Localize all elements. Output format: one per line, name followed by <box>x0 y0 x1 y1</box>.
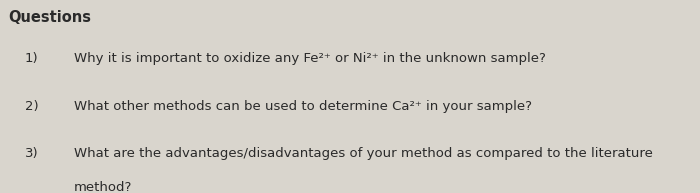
Text: method?: method? <box>74 181 132 193</box>
Text: What other methods can be used to determine Ca²⁺ in your sample?: What other methods can be used to determ… <box>74 100 531 113</box>
Text: 3): 3) <box>25 147 38 160</box>
Text: Questions: Questions <box>8 10 92 25</box>
Text: 2): 2) <box>25 100 38 113</box>
Text: What are the advantages/disadvantages of your method as compared to the literatu: What are the advantages/disadvantages of… <box>74 147 652 160</box>
Text: 1): 1) <box>25 52 38 65</box>
Text: Why it is important to oxidize any Fe²⁺ or Ni²⁺ in the unknown sample?: Why it is important to oxidize any Fe²⁺ … <box>74 52 545 65</box>
